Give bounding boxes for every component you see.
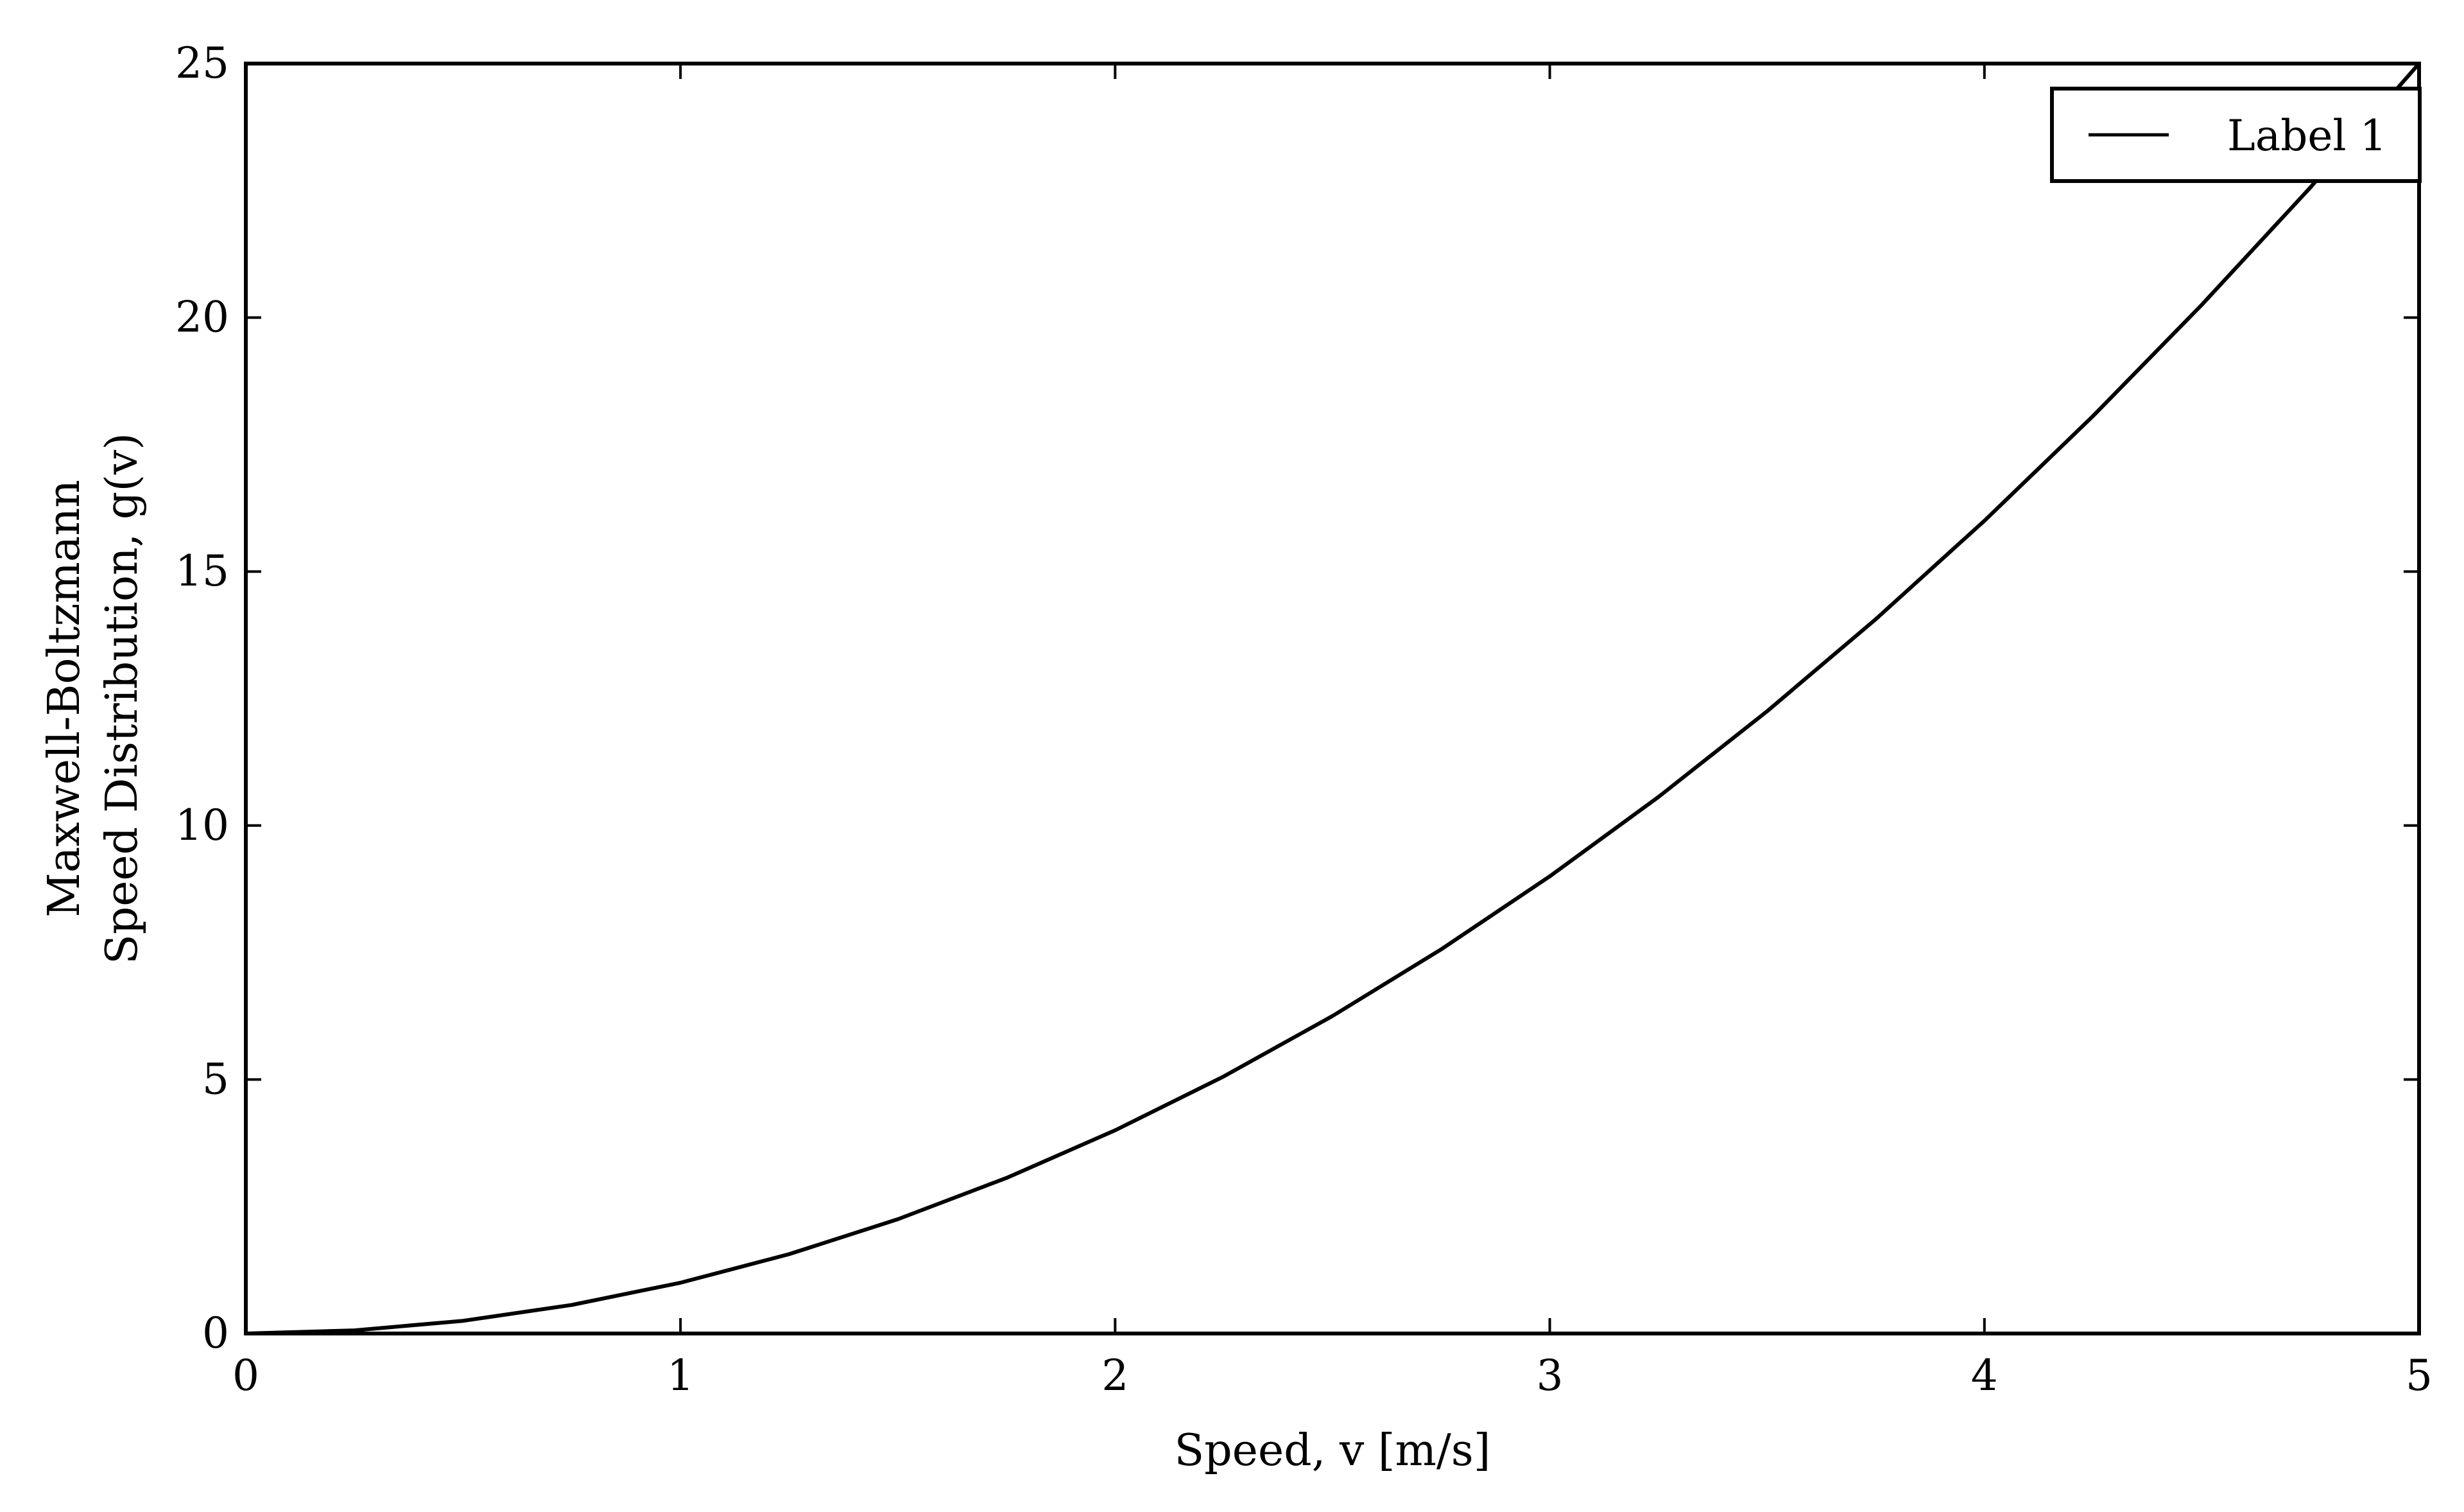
- y-axis-title: Maxwell-Boltzmann Speed Distribution, g(…: [39, 433, 148, 964]
- legend-label: Label 1: [2227, 111, 2387, 161]
- tick-labels-layer: 0 1 2 3 4 5 0 5 10 15 20 25: [175, 39, 2433, 1400]
- x-tick-label-1: 1: [667, 1351, 694, 1400]
- x-tick-label-5: 5: [2406, 1351, 2433, 1400]
- x-tick-label-3: 3: [1537, 1351, 1564, 1400]
- y-tick-label-4: 20: [175, 293, 229, 342]
- y-axis-title-line-1: Maxwell-Boltzmann: [39, 480, 90, 917]
- y-tick-label-2: 10: [175, 801, 229, 850]
- y-axis-title-line-2: Speed Distribution, g(v): [97, 433, 148, 964]
- y-tick-label-5: 25: [175, 39, 229, 88]
- series-line-0: [244, 62, 2421, 1335]
- series-layer: [244, 62, 2421, 1335]
- x-tick-label-0: 0: [232, 1351, 259, 1400]
- plot-area-frame: [244, 62, 2421, 1335]
- y-tick-label-1: 5: [202, 1054, 229, 1104]
- x-axis-title: Speed, v [m/s]: [1175, 1425, 1491, 1476]
- y-tick-label-3: 15: [175, 546, 229, 596]
- x-tick-label-4: 4: [1971, 1351, 1998, 1400]
- legend: Label 1: [2050, 87, 2422, 183]
- y-tick-label-0: 0: [202, 1308, 229, 1358]
- x-tick-label-2: 2: [1101, 1351, 1128, 1400]
